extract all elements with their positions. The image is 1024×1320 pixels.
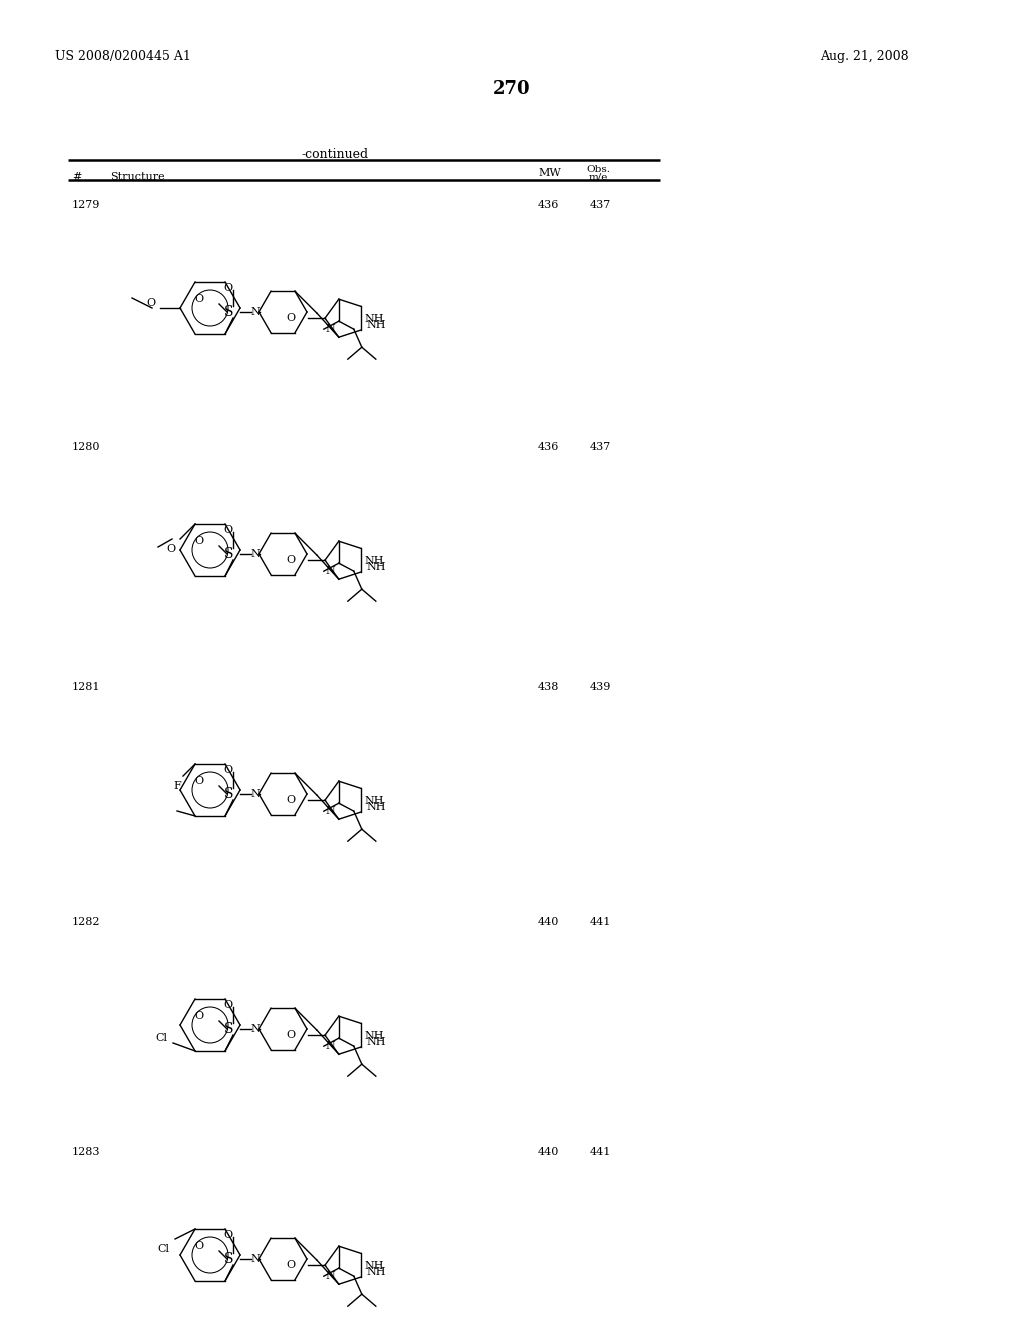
Text: S: S	[224, 787, 233, 801]
Text: N: N	[326, 1271, 336, 1282]
Text: Aug. 21, 2008: Aug. 21, 2008	[820, 50, 908, 63]
Text: O: O	[195, 1011, 204, 1020]
Text: O: O	[223, 1230, 232, 1239]
Text: N: N	[250, 1254, 260, 1265]
Text: S: S	[224, 305, 233, 319]
Text: NH: NH	[365, 1031, 384, 1041]
Text: Cl: Cl	[157, 1243, 169, 1254]
Text: 441: 441	[590, 1147, 611, 1158]
Text: NH: NH	[367, 319, 386, 330]
Text: 437: 437	[590, 442, 611, 451]
Text: NH: NH	[365, 314, 384, 325]
Text: O: O	[287, 1261, 296, 1270]
Text: 1279: 1279	[72, 201, 100, 210]
Text: S: S	[224, 546, 233, 561]
Text: O: O	[195, 294, 204, 304]
Text: N: N	[250, 1024, 260, 1034]
Text: 439: 439	[590, 682, 611, 692]
Text: 1281: 1281	[72, 682, 100, 692]
Text: O: O	[223, 1001, 232, 1010]
Text: #: #	[72, 172, 81, 182]
Text: US 2008/0200445 A1: US 2008/0200445 A1	[55, 50, 190, 63]
Text: O: O	[146, 298, 155, 308]
Text: NH: NH	[367, 1038, 386, 1047]
Text: N: N	[326, 807, 336, 816]
Text: N: N	[250, 549, 260, 558]
Text: O: O	[223, 525, 232, 535]
Text: 438: 438	[538, 682, 559, 692]
Text: O: O	[287, 1030, 296, 1040]
Text: NH: NH	[367, 562, 386, 572]
Text: 440: 440	[538, 917, 559, 927]
Text: O: O	[287, 795, 296, 805]
Text: S: S	[224, 1022, 233, 1036]
Text: 1282: 1282	[72, 917, 100, 927]
Text: Cl: Cl	[155, 1034, 167, 1043]
Text: O: O	[223, 282, 232, 293]
Text: F: F	[173, 781, 181, 791]
Text: S: S	[224, 1251, 233, 1266]
Text: N: N	[326, 566, 336, 577]
Text: -continued: -continued	[301, 148, 369, 161]
Text: 436: 436	[538, 442, 559, 451]
Text: MW: MW	[538, 168, 561, 178]
Text: m/e: m/e	[589, 173, 608, 182]
Text: O: O	[195, 1241, 204, 1251]
Text: O: O	[195, 536, 204, 546]
Text: Structure: Structure	[110, 172, 165, 182]
Text: O: O	[195, 776, 204, 785]
Text: 440: 440	[538, 1147, 559, 1158]
Text: O: O	[287, 313, 296, 323]
Text: 1280: 1280	[72, 442, 100, 451]
Text: NH: NH	[365, 557, 384, 566]
Text: N: N	[326, 325, 336, 334]
Text: 270: 270	[494, 81, 530, 98]
Text: O: O	[287, 556, 296, 565]
Text: O: O	[223, 766, 232, 775]
Text: 441: 441	[590, 917, 611, 927]
Text: NH: NH	[367, 1267, 386, 1276]
Text: N: N	[250, 308, 260, 317]
Text: NH: NH	[365, 796, 384, 807]
Text: N: N	[250, 789, 260, 799]
Text: Obs.: Obs.	[586, 165, 610, 174]
Text: NH: NH	[367, 803, 386, 812]
Text: O: O	[166, 544, 175, 554]
Text: 1283: 1283	[72, 1147, 100, 1158]
Text: N: N	[326, 1041, 336, 1051]
Text: NH: NH	[365, 1262, 384, 1271]
Text: 437: 437	[590, 201, 611, 210]
Text: 436: 436	[538, 201, 559, 210]
